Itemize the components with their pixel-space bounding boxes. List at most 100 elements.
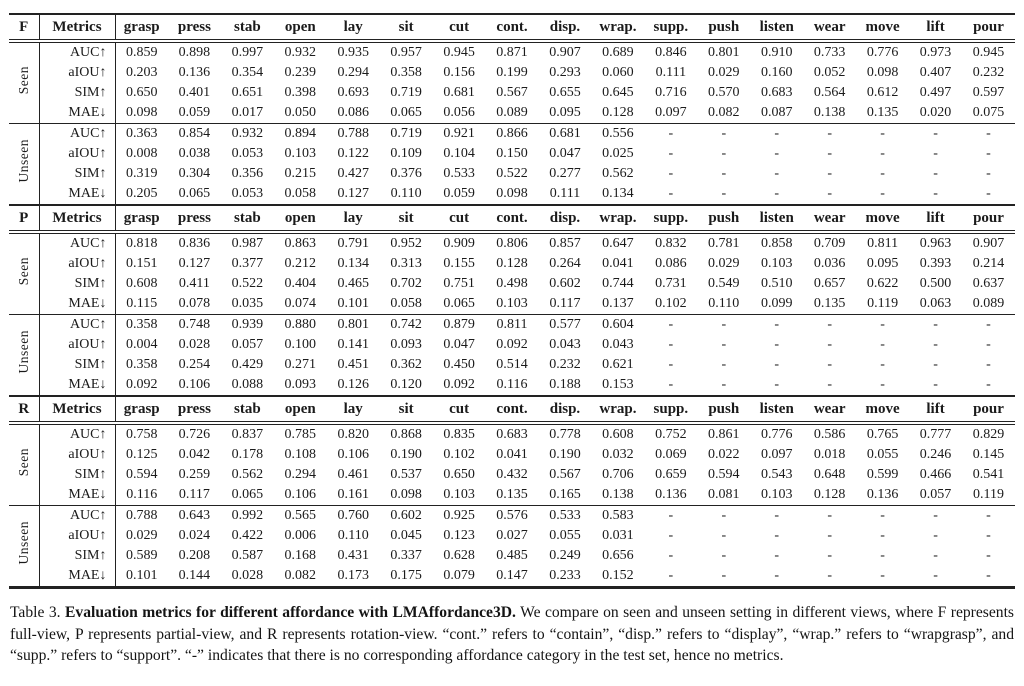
split-label-cell: Unseen — [9, 505, 40, 588]
metric-value: - — [880, 377, 885, 392]
metric-value: - — [880, 357, 885, 372]
metric-value: - — [933, 568, 938, 583]
metric-value: 0.777 — [919, 427, 952, 442]
metric-value: 0.657 — [813, 276, 846, 291]
metric-value: 0.239 — [284, 65, 317, 80]
metric-value: 0.074 — [284, 296, 317, 311]
metric-value: 0.427 — [337, 166, 369, 181]
metric-value: 0.589 — [125, 548, 158, 563]
metric-value: 0.706 — [602, 467, 634, 482]
metric-value: 0.543 — [760, 467, 793, 482]
metric-value: - — [880, 317, 885, 332]
metric-value: 0.135 — [813, 296, 846, 311]
metric-value: 0.104 — [443, 146, 475, 161]
metric-value: 0.820 — [337, 427, 369, 442]
metric-value: - — [668, 357, 674, 372]
affordance-column-header: push — [708, 210, 740, 226]
metric-value: 0.604 — [602, 317, 634, 332]
metric-value: 0.781 — [708, 236, 740, 251]
metric-value: 0.778 — [549, 427, 581, 442]
affordance-column-header: disp. — [549, 210, 581, 226]
metric-value: - — [933, 548, 938, 563]
affordance-column-header: push — [708, 19, 740, 35]
metric-value: 0.098 — [866, 65, 899, 80]
metric-value: 0.562 — [602, 166, 634, 181]
metric-value: 0.052 — [813, 65, 846, 80]
metric-value: 0.859 — [125, 45, 158, 60]
metric-label: MAE↓ — [39, 566, 116, 588]
metric-value: - — [668, 377, 674, 392]
metric-value: 0.811 — [867, 236, 899, 251]
metric-value: - — [933, 337, 938, 352]
metric-value: 0.117 — [549, 296, 581, 311]
affordance-column-header: cut — [449, 19, 470, 35]
affordance-column-header: cut — [449, 401, 470, 417]
metric-value: 0.145 — [972, 447, 1005, 462]
metric-value: 0.863 — [284, 236, 317, 251]
metric-value: 0.111 — [655, 65, 687, 80]
metric-value: 0.106 — [284, 487, 317, 502]
metric-value: 0.907 — [549, 45, 581, 60]
metric-value: - — [933, 166, 938, 181]
metric-value: 0.337 — [390, 548, 422, 563]
metric-value: 0.122 — [337, 146, 369, 161]
metrics-column-header: Metrics — [39, 396, 116, 423]
metrics-column-header: Metrics — [39, 14, 116, 41]
metric-value: 0.022 — [708, 447, 740, 462]
affordance-column-header: press — [177, 401, 211, 417]
metric-value: 0.108 — [284, 447, 317, 462]
metric-value: 0.450 — [443, 357, 475, 372]
metric-value: 0.577 — [549, 317, 581, 332]
metric-value: - — [827, 568, 832, 583]
affordance-column-header: wrap. — [599, 210, 637, 226]
metric-value: - — [880, 166, 885, 181]
metric-value: 0.461 — [337, 467, 369, 482]
metric-value: 0.522 — [496, 166, 528, 181]
metric-value: 0.099 — [760, 296, 793, 311]
metric-value: 0.744 — [602, 276, 634, 291]
metric-value: 0.093 — [284, 377, 317, 392]
metric-value: - — [721, 357, 727, 372]
metric-value: 0.103 — [496, 296, 528, 311]
metric-row: aIOU↑ 0.151 0.127 0.377 0.212 0.134 0.313 0.155… — [9, 254, 1015, 274]
metric-value: 0.136 — [655, 487, 687, 502]
affordance-column-header: lift — [926, 19, 945, 35]
metric-value: 0.190 — [549, 447, 581, 462]
metric-value: 0.533 — [549, 508, 581, 523]
metric-value: - — [880, 508, 885, 523]
metric-value: 0.006 — [284, 528, 317, 543]
metric-value: - — [827, 126, 832, 141]
metric-value: 0.587 — [231, 548, 264, 563]
metric-value: 0.533 — [443, 166, 475, 181]
split-label-cell: Unseen — [9, 314, 40, 396]
metric-value: 0.811 — [496, 317, 528, 332]
metric-value: 0.008 — [125, 146, 158, 161]
metric-value: 0.123 — [443, 528, 475, 543]
metric-row: MAE↓ 0.115 0.078 0.035 0.074 0.101 0.058 0.065 0… — [9, 294, 1015, 315]
metric-value: 0.594 — [708, 467, 740, 482]
metric-value: - — [668, 337, 674, 352]
metric-label: AUC↑ — [39, 41, 116, 63]
metric-value: 0.909 — [443, 236, 475, 251]
affordance-column-header: move — [865, 19, 900, 35]
metric-value: 0.029 — [708, 256, 740, 271]
affordance-column-header: lift — [926, 401, 945, 417]
metric-value: 0.997 — [231, 45, 264, 60]
metric-value: 0.871 — [496, 45, 528, 60]
metric-value: 0.047 — [443, 337, 475, 352]
affordance-column-header: cont. — [496, 19, 528, 35]
metric-value: 0.556 — [602, 126, 634, 141]
metric-value: 0.643 — [178, 508, 211, 523]
metric-value: 0.354 — [231, 65, 264, 80]
metric-value: 0.622 — [866, 276, 899, 291]
affordance-column-header: grasp — [123, 210, 160, 226]
metric-value: - — [774, 186, 780, 201]
metric-value: 0.514 — [496, 357, 528, 372]
metric-row: SIM↑ 0.650 0.401 0.651 0.398 0.693 0.719 0.681 0… — [9, 83, 1015, 103]
metric-label: aIOU↑ — [39, 526, 116, 546]
metric-value: 0.128 — [496, 256, 528, 271]
metric-value: 0.038 — [178, 146, 211, 161]
metric-value: 0.294 — [337, 65, 369, 80]
metric-value: 0.125 — [125, 447, 158, 462]
metric-value: - — [880, 186, 885, 201]
